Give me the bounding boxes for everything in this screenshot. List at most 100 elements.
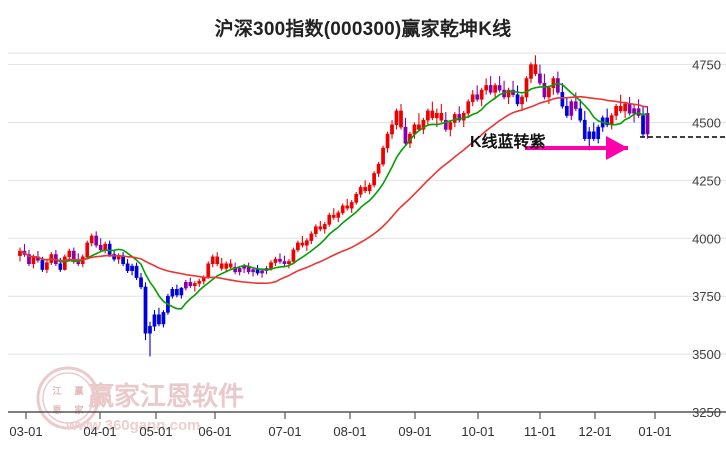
candle-body: [372, 173, 376, 186]
x-axis-tick-label: 05-01: [139, 424, 172, 439]
candle-body: [596, 126, 601, 139]
candle-body: [435, 112, 439, 119]
candle-body: [98, 244, 103, 251]
candle-body: [623, 103, 627, 112]
candle-body: [210, 256, 215, 265]
marker-arrow-icon: [606, 136, 628, 160]
candle-body: [340, 205, 345, 214]
candle-body: [31, 256, 36, 265]
watermark-seal-char: 家: [74, 404, 84, 415]
candle-body: [224, 263, 229, 269]
candle-body: [394, 110, 399, 126]
candle-body: [89, 235, 94, 244]
candle-body: [130, 265, 134, 271]
chart-annotation-label: K线蓝转紫: [470, 132, 546, 151]
candle-body: [573, 101, 578, 109]
candle-body: [215, 256, 220, 265]
candle-body: [591, 131, 596, 139]
candle-body: [443, 119, 448, 130]
candle-body: [336, 212, 341, 218]
chart-annotation: K线蓝转紫: [470, 132, 546, 151]
watermark-seal-char: 赢: [74, 385, 83, 396]
candle-body: [363, 187, 367, 192]
candle-body: [354, 194, 359, 203]
candle-body: [358, 187, 363, 195]
x-axis-tick-label: 01-01: [638, 424, 671, 439]
y-axis-tick-label: 3500: [692, 347, 721, 362]
candle-body: [529, 64, 533, 79]
candle-body: [470, 94, 475, 102]
marker-annotations: [525, 136, 726, 160]
candle-body: [479, 89, 484, 100]
candle-body: [367, 184, 372, 192]
candle-body: [197, 280, 202, 284]
candle-body: [260, 270, 264, 274]
candle-body: [228, 263, 233, 268]
candle-body: [313, 226, 318, 234]
candle-body: [112, 254, 116, 260]
candle-body: [520, 96, 524, 105]
candle-body: [484, 85, 489, 91]
candle-body: [636, 108, 641, 116]
candle-body: [125, 263, 130, 271]
candle-body: [645, 112, 650, 135]
candle-body: [157, 314, 161, 325]
candle-body: [547, 87, 551, 98]
candle-body: [322, 224, 327, 230]
candle-body: [188, 282, 193, 287]
candle-body: [376, 163, 381, 174]
candle-body: [641, 115, 645, 135]
candle-body: [542, 82, 547, 98]
candle-body: [515, 94, 520, 105]
y-axis-tick-label: 3250: [692, 405, 721, 420]
candle-body: [107, 243, 112, 255]
candle-body: [632, 108, 636, 114]
x-axis-tick-label: 10-01: [461, 424, 494, 439]
candle-body: [385, 133, 390, 149]
candle-body: [237, 268, 242, 273]
candle-body: [296, 242, 300, 251]
axis-labels: 4750 4500 4250 4000 3750 3500 3250 03-01 04-01 05…: [9, 58, 721, 439]
page-title: 沪深300指数(000300)赢家乾坤K线: [214, 19, 512, 40]
candle-series: [18, 55, 650, 357]
candle-body: [305, 240, 309, 246]
candle-body: [251, 269, 255, 273]
y-axis-tick-label: 3750: [692, 289, 721, 304]
x-axis-tick-label: 11-01: [524, 424, 556, 439]
candle-body: [614, 106, 618, 116]
candle-body: [426, 110, 430, 121]
watermark-brand: 赢家江恩软件: [88, 381, 244, 411]
candle-body: [309, 233, 314, 241]
candle-body: [587, 131, 592, 139]
watermark-seal-inner: [42, 372, 94, 424]
candle-body: [139, 277, 143, 288]
candle-body: [439, 112, 444, 121]
moving-average-lines: [19, 82, 648, 310]
candle-body: [40, 260, 45, 270]
axis-layer: [8, 411, 726, 419]
watermark-url: www.360gann.com: [65, 417, 200, 434]
x-axis-tick-label: 08-01: [333, 424, 366, 439]
y-axis-tick-label: 4750: [692, 58, 721, 73]
y-axis-tick-label: 4250: [692, 173, 721, 188]
candle-body: [170, 288, 175, 297]
candle-body: [390, 124, 394, 135]
watermark-seal-char: 恩: [52, 405, 61, 415]
x-axis-tick-label: 12-01: [578, 424, 611, 439]
candle-body: [58, 263, 63, 270]
candle-body: [564, 106, 569, 116]
candle-body: [533, 64, 538, 75]
ma-long-line: [19, 95, 648, 285]
candle-body: [179, 287, 184, 296]
candle-body: [255, 269, 260, 274]
candle-body: [609, 115, 614, 126]
candle-body: [94, 235, 99, 246]
candle-body: [148, 326, 152, 334]
candle-body: [85, 242, 90, 258]
candle-body: [152, 314, 157, 327]
x-axis-tick-label: 09-01: [398, 424, 431, 439]
candle-body: [318, 226, 323, 230]
candle-body: [556, 78, 560, 93]
x-axis-tick-label: 03-01: [9, 424, 42, 439]
